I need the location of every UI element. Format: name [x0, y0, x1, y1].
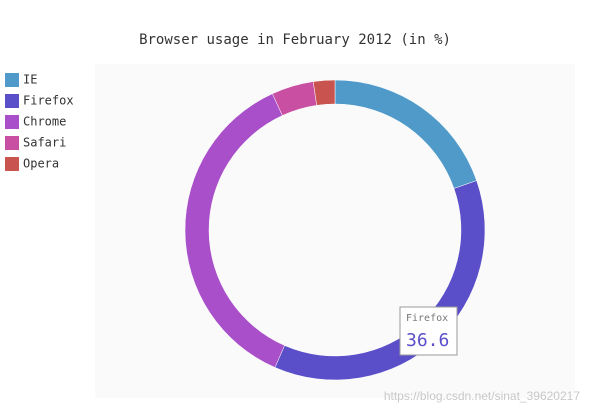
legend-label: Chrome	[23, 115, 66, 129]
donut-slice	[312, 79, 336, 106]
legend-label: Opera	[23, 157, 59, 171]
legend-swatch	[5, 136, 19, 150]
legend-swatch	[5, 115, 19, 129]
legend-label: IE	[23, 73, 37, 87]
legend-label: Firefox	[23, 94, 74, 108]
legend-label: Safari	[23, 136, 66, 150]
tooltip-value: 36.6	[406, 330, 449, 351]
legend-swatch	[5, 94, 19, 108]
legend-swatch	[5, 73, 19, 87]
tooltip-box	[399, 306, 458, 356]
tooltip-name: Firefox	[406, 313, 448, 324]
legend-swatch	[5, 157, 19, 171]
watermark: https://blog.csdn.net/sinat_39620217	[384, 389, 580, 403]
chart-title: Browser usage in February 2012 (in %)	[139, 32, 451, 48]
plot-background	[95, 64, 575, 398]
